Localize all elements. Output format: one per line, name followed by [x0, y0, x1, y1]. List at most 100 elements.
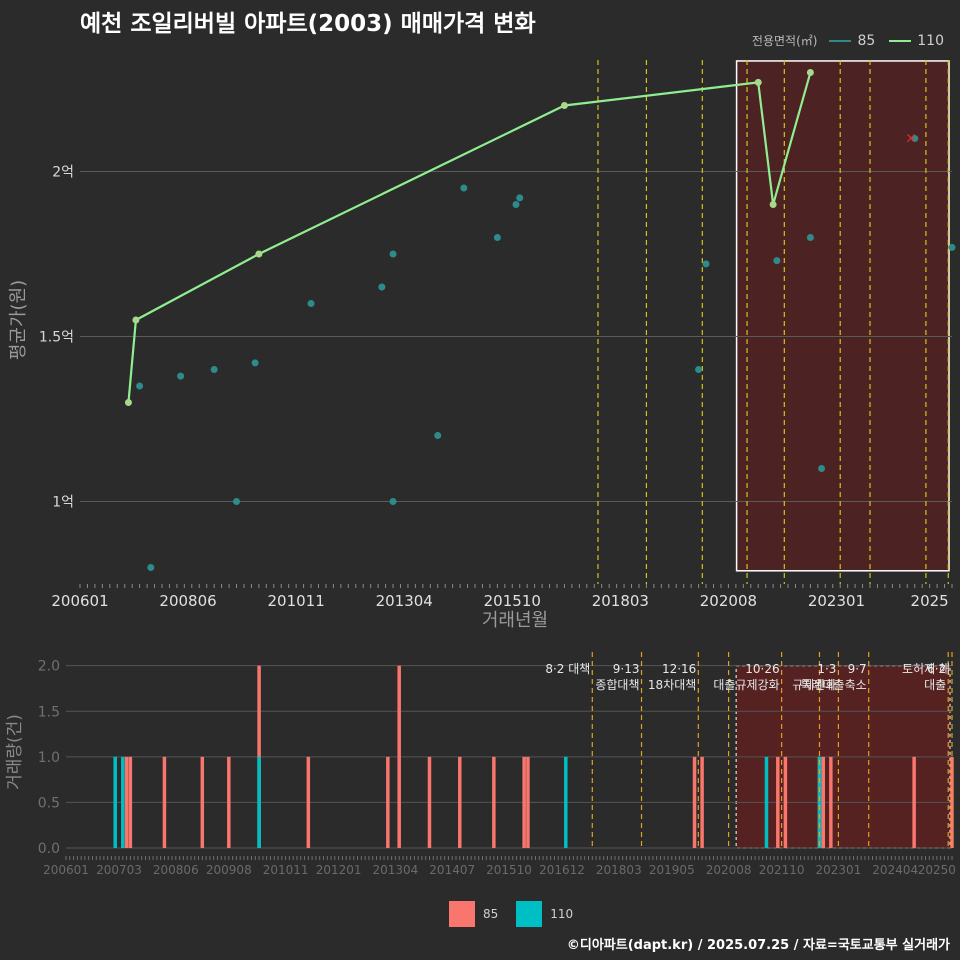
point-85	[695, 366, 703, 373]
bar-x-tick-label: 200703	[96, 863, 142, 877]
bar-110	[817, 756, 822, 848]
bar-85	[386, 756, 390, 848]
bar-x-tick-label: 201011	[263, 863, 309, 877]
policy-annotation: 9·13	[613, 662, 640, 676]
policy-annotation: 6·2	[927, 662, 946, 676]
point-85	[512, 201, 520, 208]
bar-85	[162, 756, 167, 848]
bar-y-tick-label: 0.5	[38, 795, 60, 811]
policy-annotation: 규제완화	[792, 678, 836, 692]
policy-annotation: 18차대책	[648, 677, 696, 692]
bar-110	[113, 756, 117, 848]
y-tick-label: 1억	[52, 495, 74, 511]
policy-annotation: 종합대책	[595, 677, 639, 692]
point-110	[124, 399, 132, 406]
bar-85	[783, 756, 788, 848]
point-85	[177, 372, 185, 380]
y-axis-label: 평균가(원)	[8, 280, 29, 360]
point-85	[378, 283, 386, 291]
point-110	[769, 201, 777, 208]
annotation-marker: ×	[905, 131, 917, 147]
point-85	[233, 498, 241, 505]
bar-x-tick-label: 201803	[596, 863, 642, 877]
bar-legend-swatch-85	[449, 901, 475, 927]
x-tick-label: 201011	[268, 592, 325, 610]
point-85	[251, 359, 259, 367]
bar-85	[526, 756, 530, 848]
x-tick-label: 202008	[700, 592, 757, 610]
bar-85	[776, 756, 780, 848]
bar-x-tick-label: 201201	[316, 863, 362, 877]
x-tick-label: 201803	[592, 592, 649, 610]
source-caption: ©디아파트(dapt.kr) / 2025.07.25 / 자료=국토교통부 실…	[566, 938, 950, 953]
policy-annotation: 12·16	[662, 662, 696, 676]
bar-x-tick-label: 200806	[153, 863, 199, 877]
bar-85	[200, 756, 205, 848]
legend-label-110: 110	[917, 32, 944, 49]
bar-85	[427, 756, 432, 848]
policy-annotation: 대출	[924, 678, 946, 692]
bar-x-tick-label: 202008	[706, 863, 752, 877]
bar-85	[458, 756, 462, 848]
point-110	[255, 250, 263, 258]
policy-annotation: 토허제 해	[902, 662, 950, 676]
point-110	[560, 102, 568, 109]
bar-85	[522, 756, 526, 848]
bar-y-tick-label: 1.0	[38, 750, 60, 766]
bar-x-tick-label: 200601	[43, 863, 89, 877]
x-tick-label: 200806	[159, 592, 216, 610]
highlight-box	[735, 60, 950, 572]
bar-legend-label-110: 110	[550, 907, 574, 921]
bar-x-tick-label: 202404	[872, 863, 918, 877]
bar-110	[121, 756, 125, 848]
bar-x-tick-label: 201304	[373, 863, 419, 877]
bar-110	[257, 756, 261, 848]
bar-85	[306, 756, 311, 848]
policy-annotation: 10·26	[745, 662, 779, 676]
point-85	[493, 234, 501, 241]
point-85	[806, 234, 814, 241]
x-tick-label: 201510	[484, 592, 541, 610]
point-85	[210, 366, 218, 373]
bar-85	[950, 756, 954, 848]
bar-y-tick-label: 2.0	[38, 659, 60, 675]
point-85	[702, 260, 710, 268]
point-85	[773, 257, 781, 265]
x-tick-label: 201304	[376, 592, 433, 610]
point-85	[389, 498, 397, 505]
point-85	[307, 300, 315, 307]
point-110	[132, 316, 140, 324]
bar-x-tick-label: 201407	[429, 863, 475, 877]
bar-x-tick-label: 20250	[918, 863, 956, 877]
y-tick-label: 2억	[52, 165, 74, 181]
policy-annotation: 특례대출축소	[800, 678, 866, 692]
policy-annotation: 1·3	[817, 662, 836, 676]
bar-85	[692, 756, 697, 848]
bar-85	[821, 756, 826, 848]
bar-y-tick-label: 0.0	[38, 841, 60, 857]
bar-x-tick-label: 200908	[206, 863, 252, 877]
point-85	[911, 135, 919, 142]
policy-annotation: 대출규제강화	[713, 678, 779, 692]
legend-swatch-110	[889, 39, 912, 42]
point-85	[948, 243, 956, 251]
line-110	[127, 72, 812, 403]
bar-110	[764, 756, 769, 848]
bar-legend: 85 110	[449, 901, 583, 927]
area-legend: 전용면적(㎡) 85 110	[752, 32, 952, 49]
point-85	[389, 250, 397, 258]
point-85	[136, 382, 144, 390]
bar-85	[397, 665, 401, 848]
bar-x-tick-label: 202110	[759, 863, 805, 877]
bar-y-axis-label: 거래량(건)	[5, 714, 25, 790]
bar-x-tick-label: 202301	[816, 863, 862, 877]
policy-annotation: 9·7	[848, 662, 867, 676]
x-tick-label: 202301	[808, 592, 865, 610]
y-tick-label: 1.5억	[39, 330, 74, 346]
policy-annotation: 8·2 대책	[545, 661, 590, 676]
bar-85	[700, 756, 704, 848]
point-85	[147, 564, 155, 571]
bar-legend-swatch-110	[516, 901, 543, 927]
